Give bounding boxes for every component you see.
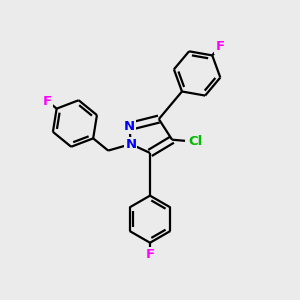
Text: N: N xyxy=(125,138,136,151)
Text: F: F xyxy=(43,95,52,108)
Text: F: F xyxy=(146,248,154,261)
Text: Cl: Cl xyxy=(188,135,203,148)
Text: N: N xyxy=(124,120,135,133)
Text: F: F xyxy=(215,40,224,53)
